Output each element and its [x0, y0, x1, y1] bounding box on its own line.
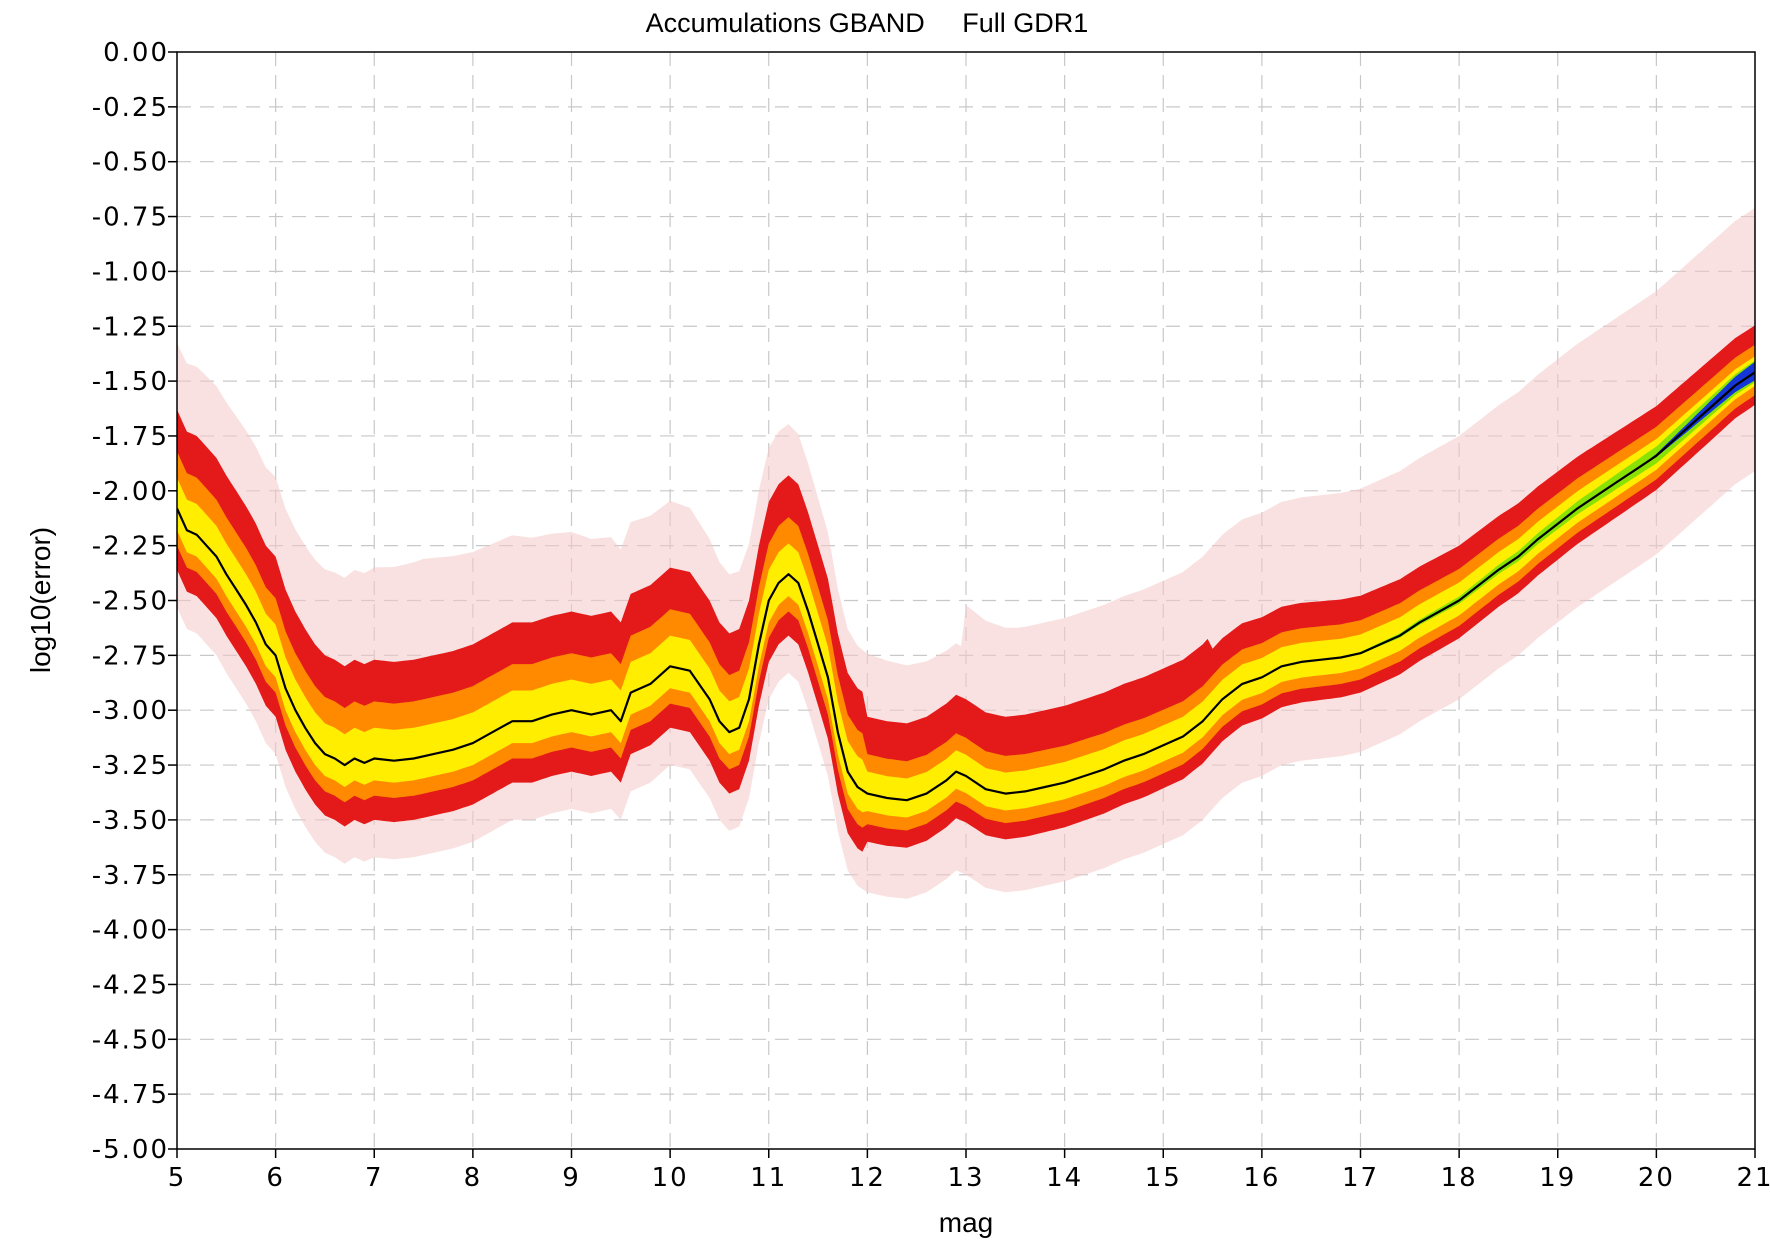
- y-tick-label: -4.50: [92, 1025, 169, 1055]
- x-tick-label: 21: [1736, 1163, 1770, 1193]
- x-tick-label: 7: [365, 1163, 384, 1193]
- density-band-3: [177, 356, 1755, 818]
- y-tick-label: -0.25: [92, 93, 169, 123]
- x-tick-label: 6: [266, 1163, 285, 1193]
- y-tick-label: -1.25: [92, 312, 169, 342]
- median-line: [177, 371, 1755, 802]
- median-line-layer: [177, 371, 1755, 802]
- x-tick-label: 11: [750, 1163, 787, 1193]
- y-tick-label: -3.25: [92, 751, 169, 781]
- y-tick-label: -1.75: [92, 422, 169, 452]
- y-tick-label: -1.00: [92, 257, 169, 287]
- x-axis: 5 6 7 8 9 10 11 12 13 14 15 16 17 18 19 20 21: [168, 1149, 1770, 1193]
- y-tick-label: -2.00: [92, 477, 169, 507]
- x-tick-label: 12: [849, 1163, 886, 1193]
- y-tick-label: -1.50: [92, 367, 169, 397]
- y-axis: 0.00 -0.25 -0.50 -0.75 -1.00 -1.25 -1.50 -1.75 -…: [92, 38, 177, 1165]
- density-heatmap: [177, 207, 1755, 899]
- y-tick-label: -2.50: [92, 587, 169, 617]
- x-tick-label: 16: [1243, 1163, 1280, 1193]
- y-tick-label: -3.00: [92, 696, 169, 726]
- x-tick-label: 17: [1342, 1163, 1379, 1193]
- y-tick-label: -0.50: [92, 148, 169, 178]
- y-axis-label: log10(error): [25, 527, 56, 673]
- y-tick-label: -2.75: [92, 641, 169, 671]
- x-tick-label: 13: [947, 1163, 984, 1193]
- y-tick-label: -0.75: [92, 203, 169, 233]
- x-tick-label: 15: [1145, 1163, 1182, 1193]
- y-tick-label: -3.50: [92, 806, 169, 836]
- y-tick-label: -4.25: [92, 970, 169, 1000]
- y-tick-label: 0.00: [103, 38, 169, 68]
- x-tick-label: 20: [1638, 1163, 1675, 1193]
- chart-title: Accumulations GBAND Full GDR1: [646, 8, 1089, 38]
- x-tick-label: 8: [464, 1163, 483, 1193]
- x-tick-label: 9: [562, 1163, 581, 1193]
- x-tick-label: 18: [1441, 1163, 1478, 1193]
- y-tick-label: -5.00: [92, 1135, 169, 1165]
- y-tick-label: -2.25: [92, 532, 169, 562]
- y-tick-label: -4.00: [92, 916, 169, 946]
- y-tick-label: -4.75: [92, 1080, 169, 1110]
- density-band-5: [1636, 361, 1755, 469]
- x-tick-label: 10: [652, 1163, 689, 1193]
- x-axis-label: mag: [939, 1207, 993, 1238]
- x-tick-label: 19: [1539, 1163, 1576, 1193]
- x-tick-label: 5: [168, 1163, 187, 1193]
- x-tick-label: 14: [1046, 1163, 1083, 1193]
- y-tick-label: -3.75: [92, 861, 169, 891]
